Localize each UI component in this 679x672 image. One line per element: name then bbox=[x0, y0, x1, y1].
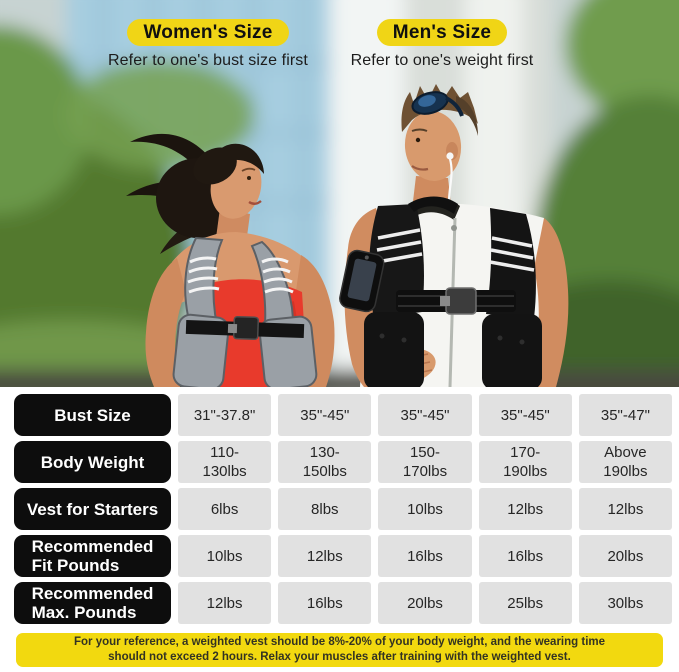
phone-armband bbox=[339, 249, 385, 313]
reflective-stripes-man bbox=[376, 228, 535, 272]
table-cell: 12lbs bbox=[178, 582, 272, 624]
men-size-subtitle: Refer to one's weight first bbox=[350, 52, 534, 69]
row-label: Vest for Starters bbox=[14, 488, 171, 530]
table-cell: 25lbs bbox=[478, 582, 572, 624]
table-row: Recommended Max. Pounds 12lbs 16lbs 20lb… bbox=[14, 582, 672, 624]
table-cell: 12lbs bbox=[278, 535, 372, 577]
row-label: Recommended Fit Pounds bbox=[14, 535, 171, 577]
man-figure bbox=[339, 84, 569, 387]
women-size-subtitle: Refer to one's bust size first bbox=[108, 52, 308, 69]
table-cell: 12lbs bbox=[478, 488, 572, 530]
table-cell: 35"-45" bbox=[378, 394, 472, 436]
row-label-text: Bust Size bbox=[54, 405, 131, 425]
men-size-header: Men's Size Refer to one's weight first bbox=[330, 19, 554, 70]
table-cell: Above 190lbs bbox=[578, 441, 672, 483]
women-size-header: Women's Size Refer to one's bust size fi… bbox=[96, 19, 320, 70]
table-cell: 35"-45" bbox=[478, 394, 572, 436]
row-label-text: Recommended Fit Pounds bbox=[31, 537, 154, 575]
table-cell: 170- 190lbs bbox=[478, 441, 572, 483]
table-cell: 16lbs bbox=[478, 535, 572, 577]
table-cell: 20lbs bbox=[378, 582, 472, 624]
lifestyle-photo: Women's Size Refer to one's bust size fi… bbox=[0, 0, 679, 387]
table-cell: 16lbs bbox=[278, 582, 372, 624]
row-label: Recommended Max. Pounds bbox=[14, 582, 171, 624]
women-size-badge: Women's Size bbox=[127, 19, 289, 46]
table-cell: 30lbs bbox=[578, 582, 672, 624]
table-cell: 110- 130lbs bbox=[178, 441, 272, 483]
photo-illustration bbox=[0, 0, 679, 387]
row-label: Body Weight bbox=[14, 441, 171, 483]
table-row: Body Weight 110- 130lbs 130- 150lbs 150-… bbox=[14, 441, 672, 483]
table-cell: 10lbs bbox=[178, 535, 272, 577]
table-cell: 6lbs bbox=[178, 488, 272, 530]
table-cell: 20lbs bbox=[578, 535, 672, 577]
table-row: Vest for Starters 6lbs 8lbs 10lbs 12lbs … bbox=[14, 488, 672, 530]
reflective-stripes-woman bbox=[187, 256, 294, 294]
table-row: Bust Size 31"-37.8" 35"-45" 35"-45" 35"-… bbox=[14, 394, 672, 436]
row-label-text: Recommended Max. Pounds bbox=[31, 584, 154, 622]
table-cell: 35"-47" bbox=[578, 394, 672, 436]
row-label-text: Body Weight bbox=[40, 452, 145, 472]
woman-figure bbox=[126, 133, 335, 387]
table-cell: 130- 150lbs bbox=[278, 441, 372, 483]
table-cell: 8lbs bbox=[278, 488, 372, 530]
table-cell: 10lbs bbox=[378, 488, 472, 530]
table-cell: 31"-37.8" bbox=[178, 394, 272, 436]
table-cell: 16lbs bbox=[378, 535, 472, 577]
row-label-text: Vest for Starters bbox=[26, 499, 159, 519]
table-cell: 12lbs bbox=[578, 488, 672, 530]
table-cell: 150- 170lbs bbox=[378, 441, 472, 483]
table-row: Recommended Fit Pounds 10lbs 12lbs 16lbs… bbox=[14, 535, 672, 577]
men-size-badge: Men's Size bbox=[376, 19, 508, 46]
size-table: Bust Size 31"-37.8" 35"-45" 35"-45" 35"-… bbox=[14, 394, 672, 629]
reference-note: For your reference, a weighted vest shou… bbox=[16, 633, 663, 667]
table-cell: 35"-45" bbox=[278, 394, 372, 436]
row-label: Bust Size bbox=[14, 394, 171, 436]
